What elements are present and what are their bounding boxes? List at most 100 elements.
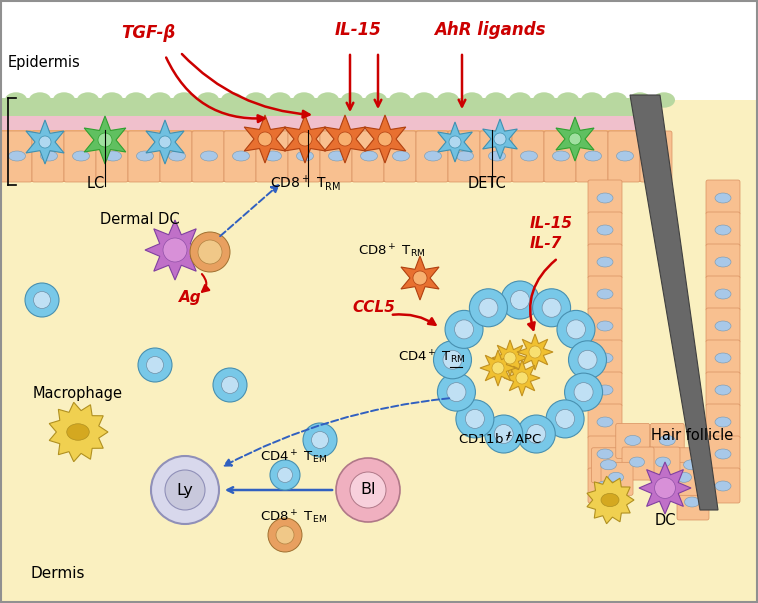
Circle shape: [465, 409, 484, 428]
FancyBboxPatch shape: [288, 131, 320, 182]
Bar: [0, 116, 660, 132]
Polygon shape: [517, 334, 553, 370]
Polygon shape: [284, 115, 326, 163]
Ellipse shape: [649, 151, 666, 161]
Circle shape: [413, 271, 427, 285]
Text: DC: DC: [654, 513, 675, 528]
FancyBboxPatch shape: [608, 131, 640, 182]
Ellipse shape: [67, 424, 89, 440]
Text: CD4$^+$ T$_{\rm RM}$: CD4$^+$ T$_{\rm RM}$: [398, 349, 465, 367]
Circle shape: [569, 133, 581, 145]
FancyBboxPatch shape: [588, 436, 622, 471]
FancyBboxPatch shape: [648, 447, 680, 480]
Circle shape: [568, 341, 606, 379]
FancyBboxPatch shape: [192, 131, 224, 182]
Circle shape: [303, 423, 337, 457]
Text: CD8$^+$ T$_{\rm EM}$: CD8$^+$ T$_{\rm EM}$: [260, 509, 327, 526]
Ellipse shape: [461, 92, 483, 108]
FancyBboxPatch shape: [640, 131, 672, 182]
FancyArrowPatch shape: [224, 398, 449, 466]
FancyBboxPatch shape: [588, 372, 622, 407]
Ellipse shape: [53, 92, 75, 108]
Text: IL-15: IL-15: [334, 21, 381, 39]
FancyBboxPatch shape: [588, 244, 622, 279]
Circle shape: [504, 352, 516, 364]
Ellipse shape: [293, 92, 315, 108]
Text: CD8$^+$ T$_{\rm RM}$: CD8$^+$ T$_{\rm RM}$: [358, 243, 425, 260]
Circle shape: [494, 133, 506, 145]
Circle shape: [270, 460, 300, 490]
Ellipse shape: [40, 151, 58, 161]
Polygon shape: [630, 95, 718, 510]
Polygon shape: [587, 476, 634, 524]
FancyBboxPatch shape: [591, 448, 625, 483]
Ellipse shape: [629, 92, 651, 108]
Ellipse shape: [136, 151, 154, 161]
Polygon shape: [492, 340, 528, 376]
Ellipse shape: [597, 193, 613, 203]
FancyBboxPatch shape: [588, 404, 622, 439]
Ellipse shape: [233, 151, 249, 161]
Ellipse shape: [553, 151, 569, 161]
Circle shape: [378, 132, 392, 146]
Circle shape: [25, 283, 59, 317]
Circle shape: [312, 432, 328, 449]
Text: Dermis: Dermis: [30, 566, 84, 581]
FancyBboxPatch shape: [576, 131, 608, 182]
FancyArrowPatch shape: [393, 314, 435, 325]
Circle shape: [33, 291, 51, 309]
Ellipse shape: [715, 321, 731, 331]
Ellipse shape: [265, 151, 281, 161]
Circle shape: [529, 346, 541, 358]
Circle shape: [443, 350, 462, 369]
FancyBboxPatch shape: [588, 340, 622, 375]
Circle shape: [516, 372, 528, 384]
Polygon shape: [437, 122, 472, 162]
Circle shape: [492, 362, 504, 374]
Ellipse shape: [393, 151, 409, 161]
Circle shape: [445, 311, 483, 349]
Text: Macrophage: Macrophage: [33, 386, 123, 401]
FancyBboxPatch shape: [512, 131, 544, 182]
Ellipse shape: [715, 193, 731, 203]
Ellipse shape: [317, 92, 339, 108]
Ellipse shape: [509, 92, 531, 108]
Polygon shape: [145, 220, 205, 280]
Ellipse shape: [597, 417, 613, 427]
Circle shape: [455, 320, 474, 339]
Ellipse shape: [521, 151, 537, 161]
Ellipse shape: [625, 435, 641, 446]
Circle shape: [39, 136, 51, 148]
Ellipse shape: [5, 92, 27, 108]
Text: Epidermis: Epidermis: [8, 55, 81, 70]
Circle shape: [338, 132, 352, 146]
Text: IL-7: IL-7: [530, 236, 562, 251]
Text: LC: LC: [87, 176, 105, 191]
FancyArrowPatch shape: [182, 54, 309, 118]
Ellipse shape: [609, 472, 624, 482]
Ellipse shape: [676, 472, 691, 482]
Ellipse shape: [597, 321, 613, 331]
Polygon shape: [244, 115, 286, 163]
Ellipse shape: [485, 92, 507, 108]
FancyBboxPatch shape: [160, 131, 192, 182]
Circle shape: [350, 472, 386, 508]
Ellipse shape: [616, 151, 634, 161]
FancyBboxPatch shape: [416, 131, 448, 182]
FancyBboxPatch shape: [588, 180, 622, 215]
Ellipse shape: [488, 151, 506, 161]
FancyBboxPatch shape: [650, 423, 684, 458]
Ellipse shape: [361, 151, 377, 161]
Ellipse shape: [684, 497, 700, 507]
Ellipse shape: [73, 151, 89, 161]
Ellipse shape: [296, 151, 314, 161]
FancyBboxPatch shape: [677, 487, 709, 520]
Ellipse shape: [715, 353, 731, 363]
Circle shape: [151, 456, 219, 524]
Ellipse shape: [597, 353, 613, 363]
Ellipse shape: [715, 289, 731, 299]
Circle shape: [198, 240, 222, 264]
Ellipse shape: [413, 92, 435, 108]
Ellipse shape: [424, 151, 441, 161]
FancyArrowPatch shape: [202, 274, 209, 292]
